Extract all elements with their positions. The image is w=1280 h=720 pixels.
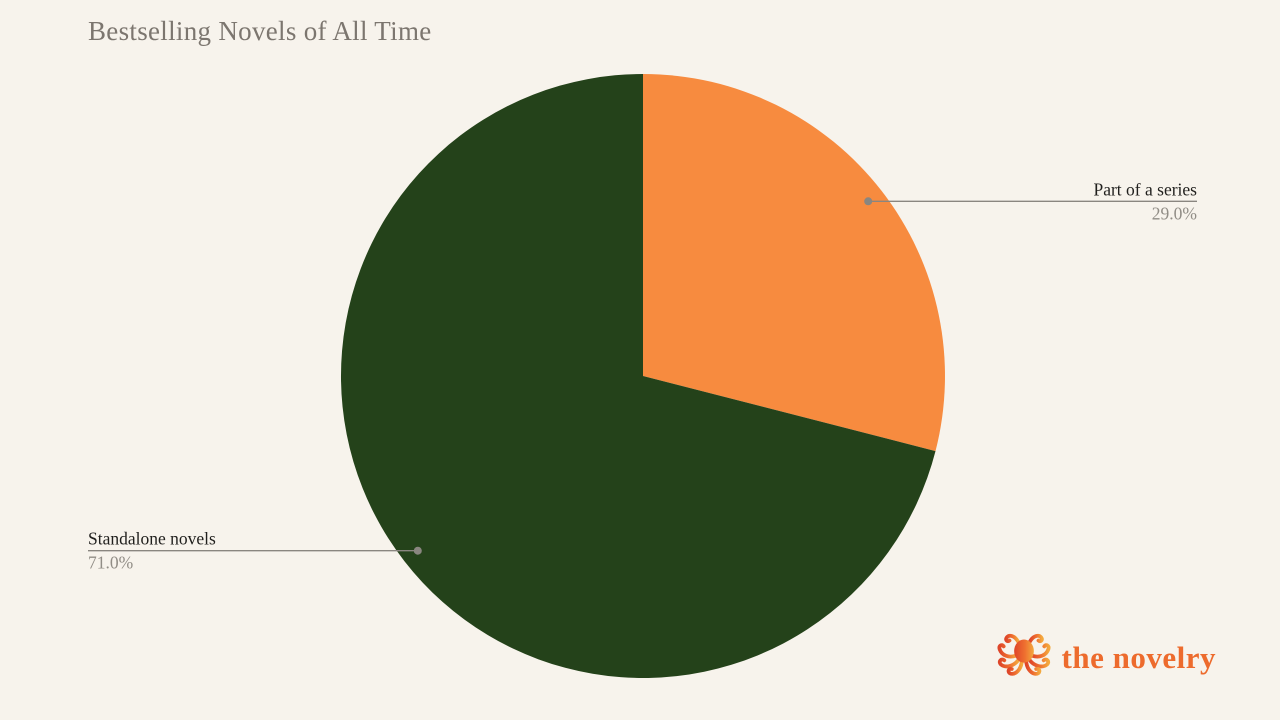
chart-title: Bestselling Novels of All Time [88,16,432,46]
slice-percentage: 71.0% [88,553,133,573]
slice-label: Standalone novels [88,529,216,549]
pie-slice-part-of-a-series[interactable] [643,74,945,452]
leader-dot [413,546,422,555]
octopus-icon [997,633,1051,676]
brand-logo: the novelry [995,629,1216,687]
slice-label: Part of a series [1093,179,1197,199]
leader-dot [864,197,873,206]
pie-slice-standalone-novels[interactable] [340,73,936,678]
brand-logo-text: the novelry [1061,640,1216,675]
slice-percentage: 29.0% [1152,203,1197,223]
